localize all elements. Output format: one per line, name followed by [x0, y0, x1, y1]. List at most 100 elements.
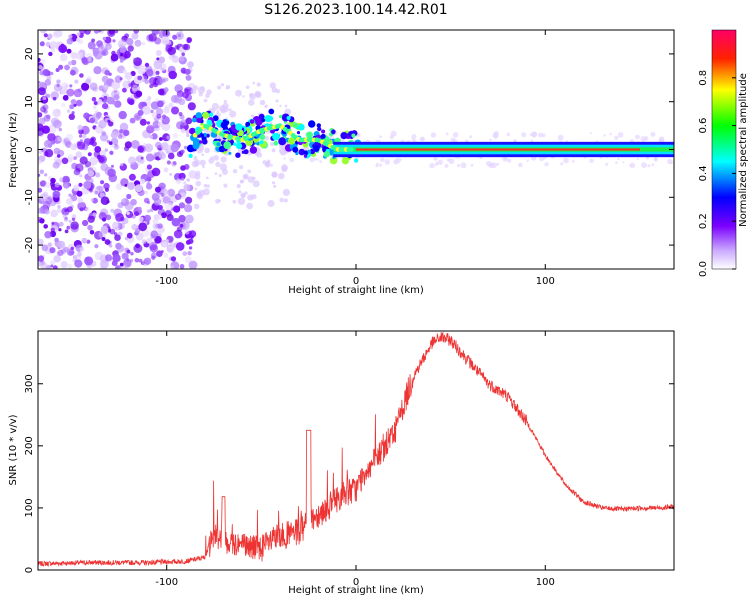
colorbar-tick-label: 0.6: [698, 118, 709, 134]
noise-blob: [206, 184, 210, 188]
noise-blob: [118, 129, 124, 134]
noise-blob: [79, 247, 85, 253]
noise-blob: [659, 136, 665, 142]
noise-blob: [137, 145, 144, 153]
noise-blob: [67, 263, 73, 269]
noise-blob: [496, 162, 500, 166]
noise-blob: [193, 159, 201, 166]
noise-blob: [433, 156, 438, 161]
signal-blob: [354, 158, 359, 163]
noise-blob: [121, 252, 129, 260]
snr-y-tick-label: 300: [24, 374, 35, 393]
signal-blob: [255, 118, 263, 126]
noise-blob: [39, 41, 45, 47]
noise-blob: [51, 47, 56, 52]
noise-blob: [87, 152, 92, 157]
noise-blob: [66, 88, 75, 97]
ridge-point: [349, 147, 354, 152]
noise-blob: [48, 51, 53, 57]
noise-blob: [89, 188, 93, 193]
noise-blob: [52, 265, 58, 269]
noise-blob: [53, 147, 61, 155]
noise-blob: [543, 157, 546, 160]
noise-blob: [156, 57, 160, 61]
noise-blob: [59, 53, 68, 62]
noise-blob: [113, 222, 120, 228]
noise-blob: [185, 117, 193, 125]
signal-blob: [195, 112, 203, 119]
noise-blob: [135, 156, 141, 162]
signal-blob: [233, 142, 237, 146]
noise-blob: [46, 75, 52, 81]
noise-blob: [43, 224, 48, 229]
signal-blob: [303, 154, 308, 158]
noise-blob: [38, 127, 45, 136]
noise-blob: [66, 38, 74, 45]
noise-blob: [43, 33, 48, 38]
noise-blob: [154, 236, 162, 244]
noise-blob: [420, 136, 426, 142]
noise-blob: [187, 251, 192, 256]
noise-blob: [50, 91, 59, 100]
noise-blob: [156, 100, 164, 108]
noise-blob: [166, 160, 171, 165]
noise-blob: [444, 163, 449, 168]
noise-blob: [187, 238, 194, 244]
signal-blob: [241, 150, 245, 154]
noise-blob: [135, 90, 143, 98]
noise-blob: [38, 87, 46, 96]
noise-blob: [102, 84, 109, 91]
noise-blob: [640, 136, 647, 142]
noise-blob: [189, 230, 197, 238]
noise-blob: [163, 107, 170, 114]
noise-blob: [379, 163, 383, 167]
noise-blob: [109, 150, 114, 155]
noise-blob: [40, 180, 47, 187]
noise-blob: [106, 45, 110, 50]
noise-blob: [126, 232, 133, 239]
noise-blob: [170, 143, 179, 153]
noise-blob: [252, 180, 260, 188]
noise-blob: [108, 141, 113, 146]
noise-blob: [217, 85, 222, 90]
noise-blob: [182, 91, 189, 99]
noise-blob: [82, 219, 89, 227]
snr-x-tick-label: -100: [155, 577, 178, 588]
spectrogram-x-tick-label: -100: [155, 276, 178, 287]
noise-blob: [123, 129, 130, 137]
noise-blob: [96, 40, 103, 48]
noise-blob: [146, 164, 152, 170]
noise-blob: [144, 190, 149, 195]
noise-blob: [211, 102, 219, 111]
noise-blob: [452, 132, 459, 138]
noise-blob: [169, 172, 173, 176]
noise-blob: [206, 89, 212, 95]
noise-blob: [223, 183, 228, 188]
noise-blob: [163, 190, 169, 197]
noise-blob: [90, 198, 95, 202]
noise-blob: [180, 128, 186, 134]
noise-blob: [92, 212, 97, 217]
noise-blob: [66, 48, 72, 54]
noise-blob: [273, 184, 277, 188]
noise-blob: [279, 104, 282, 108]
signal-blob: [258, 113, 265, 120]
noise-blob: [539, 156, 545, 162]
noise-blob: [96, 111, 102, 118]
noise-blob: [208, 158, 215, 164]
signal-blob: [189, 127, 196, 135]
noise-blob: [104, 187, 109, 192]
noise-blob: [103, 182, 110, 190]
noise-blob: [63, 246, 69, 252]
spectrogram-y-axis-label: Frequency (Hz): [8, 112, 19, 188]
noise-blob: [77, 251, 82, 257]
noise-blob: [139, 118, 147, 126]
noise-blob: [100, 196, 110, 205]
snr-plot-area: [38, 331, 674, 570]
noise-blob: [73, 184, 80, 192]
noise-blob: [389, 134, 394, 140]
noise-blob: [71, 111, 75, 115]
noise-blob: [183, 184, 191, 191]
signal-blob: [306, 131, 313, 139]
signal-blob: [321, 129, 326, 134]
